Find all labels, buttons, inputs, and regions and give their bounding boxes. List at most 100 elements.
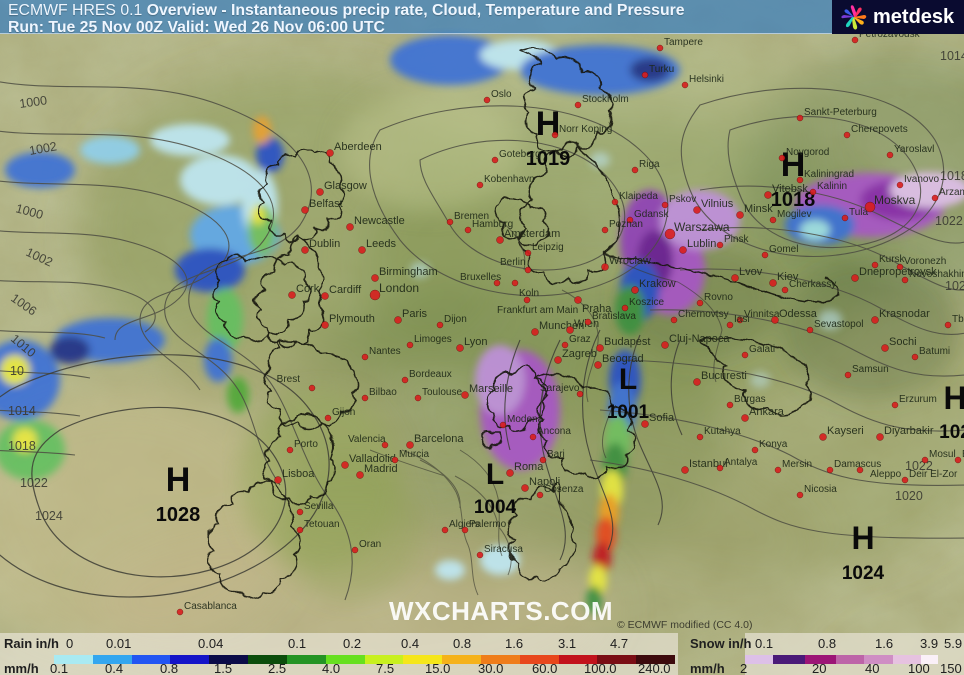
svg-text:Kobenhavn: Kobenhavn <box>484 174 535 185</box>
svg-text:Cosenza: Cosenza <box>544 484 584 495</box>
svg-text:Sochi: Sochi <box>889 336 917 348</box>
svg-text:Helsinki: Helsinki <box>689 74 724 85</box>
svg-text:Budapest: Budapest <box>604 336 650 348</box>
svg-text:Paris: Paris <box>402 308 428 320</box>
svg-text:Gijon: Gijon <box>332 407 355 418</box>
svg-text:Sevilla: Sevilla <box>304 501 334 512</box>
svg-text:Bucuresti: Bucuresti <box>701 370 747 382</box>
svg-text:Leeds: Leeds <box>366 238 396 250</box>
svg-text:Siracusa: Siracusa <box>484 544 523 555</box>
svg-text:London: London <box>379 281 419 295</box>
svg-text:1018: 1018 <box>8 439 36 453</box>
svg-text:Modena: Modena <box>507 414 544 425</box>
svg-text:Dijon: Dijon <box>444 314 467 325</box>
svg-text:Ankara: Ankara <box>749 406 785 418</box>
svg-text:Limoges: Limoges <box>414 334 452 345</box>
svg-text:Tampere: Tampere <box>664 37 703 48</box>
svg-text:Nicosia: Nicosia <box>804 484 837 495</box>
svg-text:Antalya: Antalya <box>724 457 758 468</box>
svg-text:Wroclaw: Wroclaw <box>609 255 651 267</box>
svg-text:H: H <box>943 380 964 416</box>
svg-text:Krakow: Krakow <box>639 278 676 290</box>
svg-text:Leipzig: Leipzig <box>532 242 564 253</box>
svg-text:Bilbao: Bilbao <box>369 387 397 398</box>
svg-text:Cherepovets: Cherepovets <box>851 124 908 135</box>
svg-text:Belfast: Belfast <box>309 198 343 210</box>
svg-text:Newcastle: Newcastle <box>354 215 405 227</box>
svg-text:Damascus: Damascus <box>834 459 881 470</box>
svg-text:metdesk: metdesk <box>873 6 955 28</box>
svg-text:1024: 1024 <box>35 509 63 523</box>
svg-text:Bordeaux: Bordeaux <box>409 369 452 380</box>
svg-text:Aleppo: Aleppo <box>870 469 902 480</box>
svg-text:10: 10 <box>10 364 24 378</box>
svg-text:Kursk: Kursk <box>879 254 906 265</box>
svg-text:Sevastopol: Sevastopol <box>814 319 863 330</box>
svg-text:Novoshakhinsk: Novoshakhinsk <box>909 269 964 280</box>
svg-text:Sarajevo: Sarajevo <box>540 383 580 394</box>
svg-text:Mogilev: Mogilev <box>777 209 811 220</box>
svg-text:Aberdeen: Aberdeen <box>334 141 382 153</box>
svg-text:Vitebsk: Vitebsk <box>772 183 808 195</box>
svg-text:Samsun: Samsun <box>852 364 889 375</box>
svg-text:Pinsk: Pinsk <box>724 234 749 245</box>
svg-text:Lyon: Lyon <box>464 336 487 348</box>
svg-text:102: 102 <box>939 422 964 443</box>
svg-text:1020: 1020 <box>895 489 923 503</box>
svg-text:L: L <box>619 363 637 396</box>
svg-text:1028: 1028 <box>156 504 201 526</box>
svg-text:Riga: Riga <box>639 159 660 170</box>
svg-text:Marseille: Marseille <box>469 383 513 395</box>
svg-text:Lisboa: Lisboa <box>282 468 315 480</box>
svg-text:Warszawa: Warszawa <box>674 220 730 234</box>
svg-text:Amsterdam: Amsterdam <box>504 228 560 240</box>
svg-text:Cherkassy: Cherkassy <box>789 279 836 290</box>
svg-text:Tetouan: Tetouan <box>304 519 340 530</box>
svg-text:Bremen: Bremen <box>454 211 489 222</box>
svg-text:Vilnius: Vilnius <box>701 198 734 210</box>
svg-text:Valencia: Valencia <box>348 434 386 445</box>
svg-text:1018: 1018 <box>940 169 964 183</box>
svg-text:Nantes: Nantes <box>369 346 401 357</box>
svg-text:Galati: Galati <box>749 344 775 355</box>
svg-text:L: L <box>486 458 504 491</box>
svg-text:Kalinin: Kalinin <box>817 181 847 192</box>
svg-text:Odessa: Odessa <box>779 308 818 320</box>
svg-text:1001: 1001 <box>607 402 650 423</box>
svg-text:Yaroslavl: Yaroslavl <box>894 144 934 155</box>
svg-text:Casablanca: Casablanca <box>184 601 237 612</box>
svg-text:Sofia: Sofia <box>649 412 675 424</box>
svg-text:Birmingham: Birmingham <box>379 266 438 278</box>
svg-text:Brest: Brest <box>277 374 301 385</box>
svg-text:Dublin: Dublin <box>309 238 340 250</box>
svg-text:H: H <box>851 520 874 556</box>
svg-text:Beograd: Beograd <box>602 353 644 365</box>
svg-text:Berlin: Berlin <box>500 257 526 268</box>
svg-text:H: H <box>166 461 191 499</box>
svg-text:Barcelona: Barcelona <box>414 433 464 445</box>
svg-text:Stockholm: Stockholm <box>582 94 629 105</box>
svg-text:Iasi: Iasi <box>734 314 750 325</box>
svg-text:Lvov: Lvov <box>739 266 763 278</box>
svg-text:Norr Koping: Norr Koping <box>559 124 612 135</box>
svg-text:Erzurum: Erzurum <box>899 394 937 405</box>
svg-text:1014: 1014 <box>940 49 964 63</box>
svg-text:Valladolid: Valladolid <box>349 453 396 465</box>
svg-text:Poznan: Poznan <box>609 219 643 230</box>
svg-text:Bratislava: Bratislava <box>592 311 636 322</box>
svg-text:Mersin: Mersin <box>782 459 812 470</box>
svg-text:1022: 1022 <box>20 476 48 490</box>
svg-text:Chernovtsy: Chernovtsy <box>678 309 729 320</box>
svg-text:Porto: Porto <box>294 439 318 450</box>
svg-text:Batumi: Batumi <box>919 346 950 357</box>
svg-text:Kaliningrad: Kaliningrad <box>804 169 854 180</box>
svg-text:Plymouth: Plymouth <box>329 313 375 325</box>
svg-text:Oslo: Oslo <box>491 89 512 100</box>
svg-text:Lublin: Lublin <box>687 238 716 250</box>
svg-text:Krasnodar: Krasnodar <box>879 308 930 320</box>
svg-text:1024: 1024 <box>945 279 964 293</box>
svg-text:Diyarbakir: Diyarbakir <box>884 425 934 437</box>
svg-text:Koszice: Koszice <box>629 297 664 308</box>
svg-text:Cardiff: Cardiff <box>329 284 362 296</box>
svg-text:Toulouse: Toulouse <box>422 387 462 398</box>
